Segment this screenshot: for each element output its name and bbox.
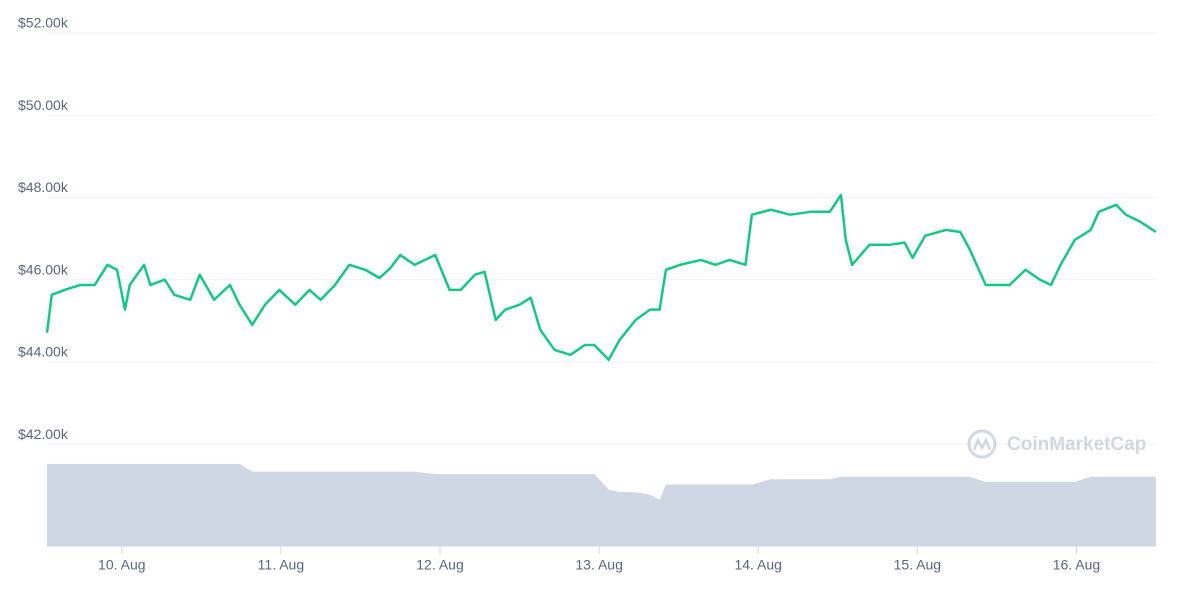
price-line xyxy=(45,193,1157,362)
volume-area xyxy=(47,463,1156,546)
plot: $42.00k $44.00k $46.00k $48.00k $50.00k $52.0… xyxy=(18,15,1157,573)
x-tick-label: 16. Aug xyxy=(1053,557,1101,573)
y-tick-label: $42.00k xyxy=(18,426,69,442)
watermark-text: CoinMarketCap xyxy=(1007,434,1146,455)
x-tick-label: 14. Aug xyxy=(734,557,782,573)
y-tick-label: $44.00k xyxy=(18,344,69,360)
y-tick-label: $50.00k xyxy=(18,97,69,113)
y-tick-label: $48.00k xyxy=(18,179,69,195)
x-tick-label: 11. Aug xyxy=(258,557,304,573)
x-tick-label: 13. Aug xyxy=(575,557,623,573)
watermark: CoinMarketCap xyxy=(967,429,1146,459)
x-tick-label: 15. Aug xyxy=(894,557,942,573)
y-tick-label: $46.00k xyxy=(18,261,69,277)
y-tick-label: $52.00k xyxy=(18,15,69,31)
x-tick-label: 12. Aug xyxy=(416,557,464,573)
x-tick-label: 10. Aug xyxy=(98,557,146,573)
